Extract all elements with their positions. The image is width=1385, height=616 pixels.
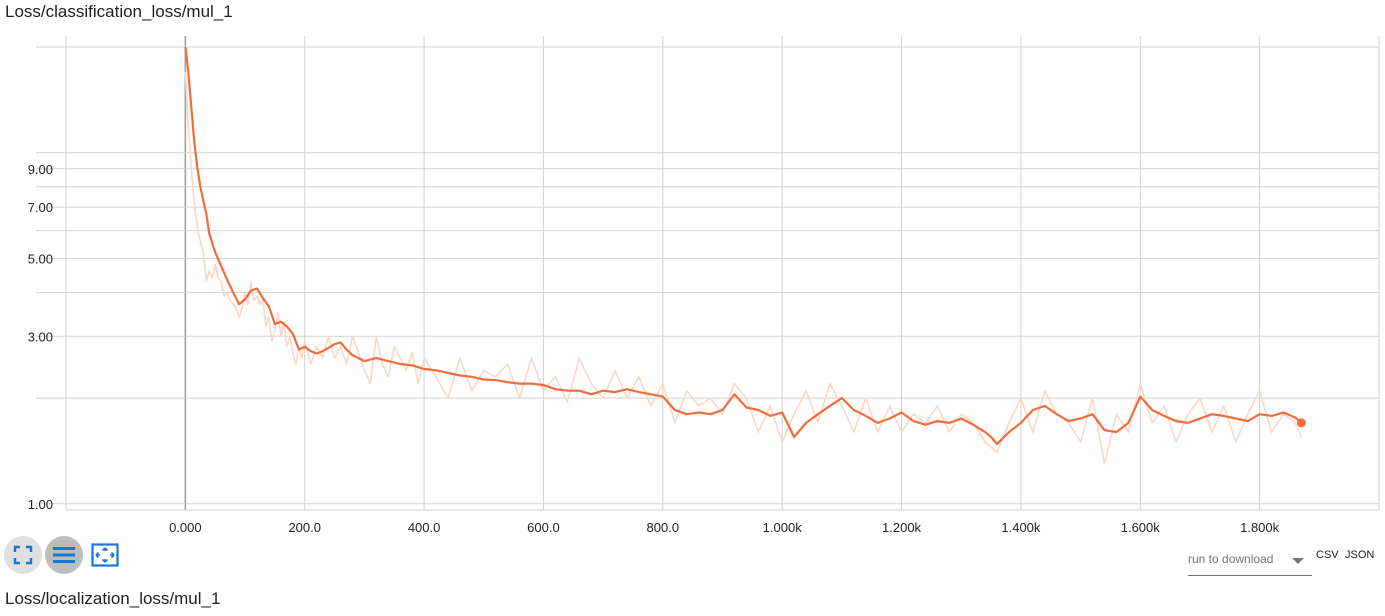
raw-series-layer: [184, 71, 1303, 465]
chart-card-title: Loss/classification_loss/mul_1: [5, 2, 233, 21]
raw-loss-line: [184, 71, 1303, 465]
next-chart-card-title: Loss/localization_loss/mul_1: [5, 589, 221, 608]
run-download-select[interactable]: run to download: [1188, 547, 1312, 576]
fit-domain-button[interactable]: [86, 536, 124, 574]
x-tick-label: 600.0: [527, 520, 560, 535]
smoothed-series-layer: [184, 46, 1306, 446]
y-tick-label: 1.00: [28, 497, 53, 512]
download-select-placeholder: run to download: [1188, 552, 1274, 566]
download-csv-link[interactable]: CSV: [1316, 549, 1339, 561]
x-tick-label: 0.000: [169, 520, 202, 535]
smoothed-loss-line: [184, 46, 1303, 446]
chevron-down-icon: [1292, 558, 1304, 564]
last-value-point: [1296, 418, 1306, 428]
x-tick-label: 1.200k: [882, 520, 922, 535]
y-tick-label: 5.00: [28, 251, 53, 266]
y-tick-label: 7.00: [28, 200, 53, 215]
y-tick-label: 9.00: [28, 162, 53, 177]
loss-line-chart[interactable]: 1.00 3.00 5.00 7.00 9.00 0.000 200.0 400.0 600.0…: [0, 0, 1385, 540]
expand-chart-button[interactable]: [4, 536, 42, 574]
download-json-link[interactable]: JSON: [1345, 549, 1375, 561]
fit-to-data-icon: [91, 543, 119, 567]
fullscreen-icon: [13, 545, 33, 565]
chart-grid: [36, 36, 1380, 511]
x-tick-label: 1.400k: [1001, 520, 1041, 535]
x-tick-label: 200.0: [288, 520, 321, 535]
x-tick-label: 1.600k: [1121, 520, 1161, 535]
x-tick-label: 800.0: [647, 520, 680, 535]
tick-labels: 1.00 3.00 5.00 7.00 9.00 0.000 200.0 400.0 600.0…: [28, 162, 1280, 535]
x-tick-label: 1.000k: [763, 520, 803, 535]
x-tick-label: 1.800k: [1240, 520, 1280, 535]
list-lines-icon: [53, 547, 75, 563]
y-tick-label: 3.00: [28, 329, 53, 344]
x-tick-label: 400.0: [408, 520, 441, 535]
toggle-log-scale-button[interactable]: [45, 536, 83, 574]
